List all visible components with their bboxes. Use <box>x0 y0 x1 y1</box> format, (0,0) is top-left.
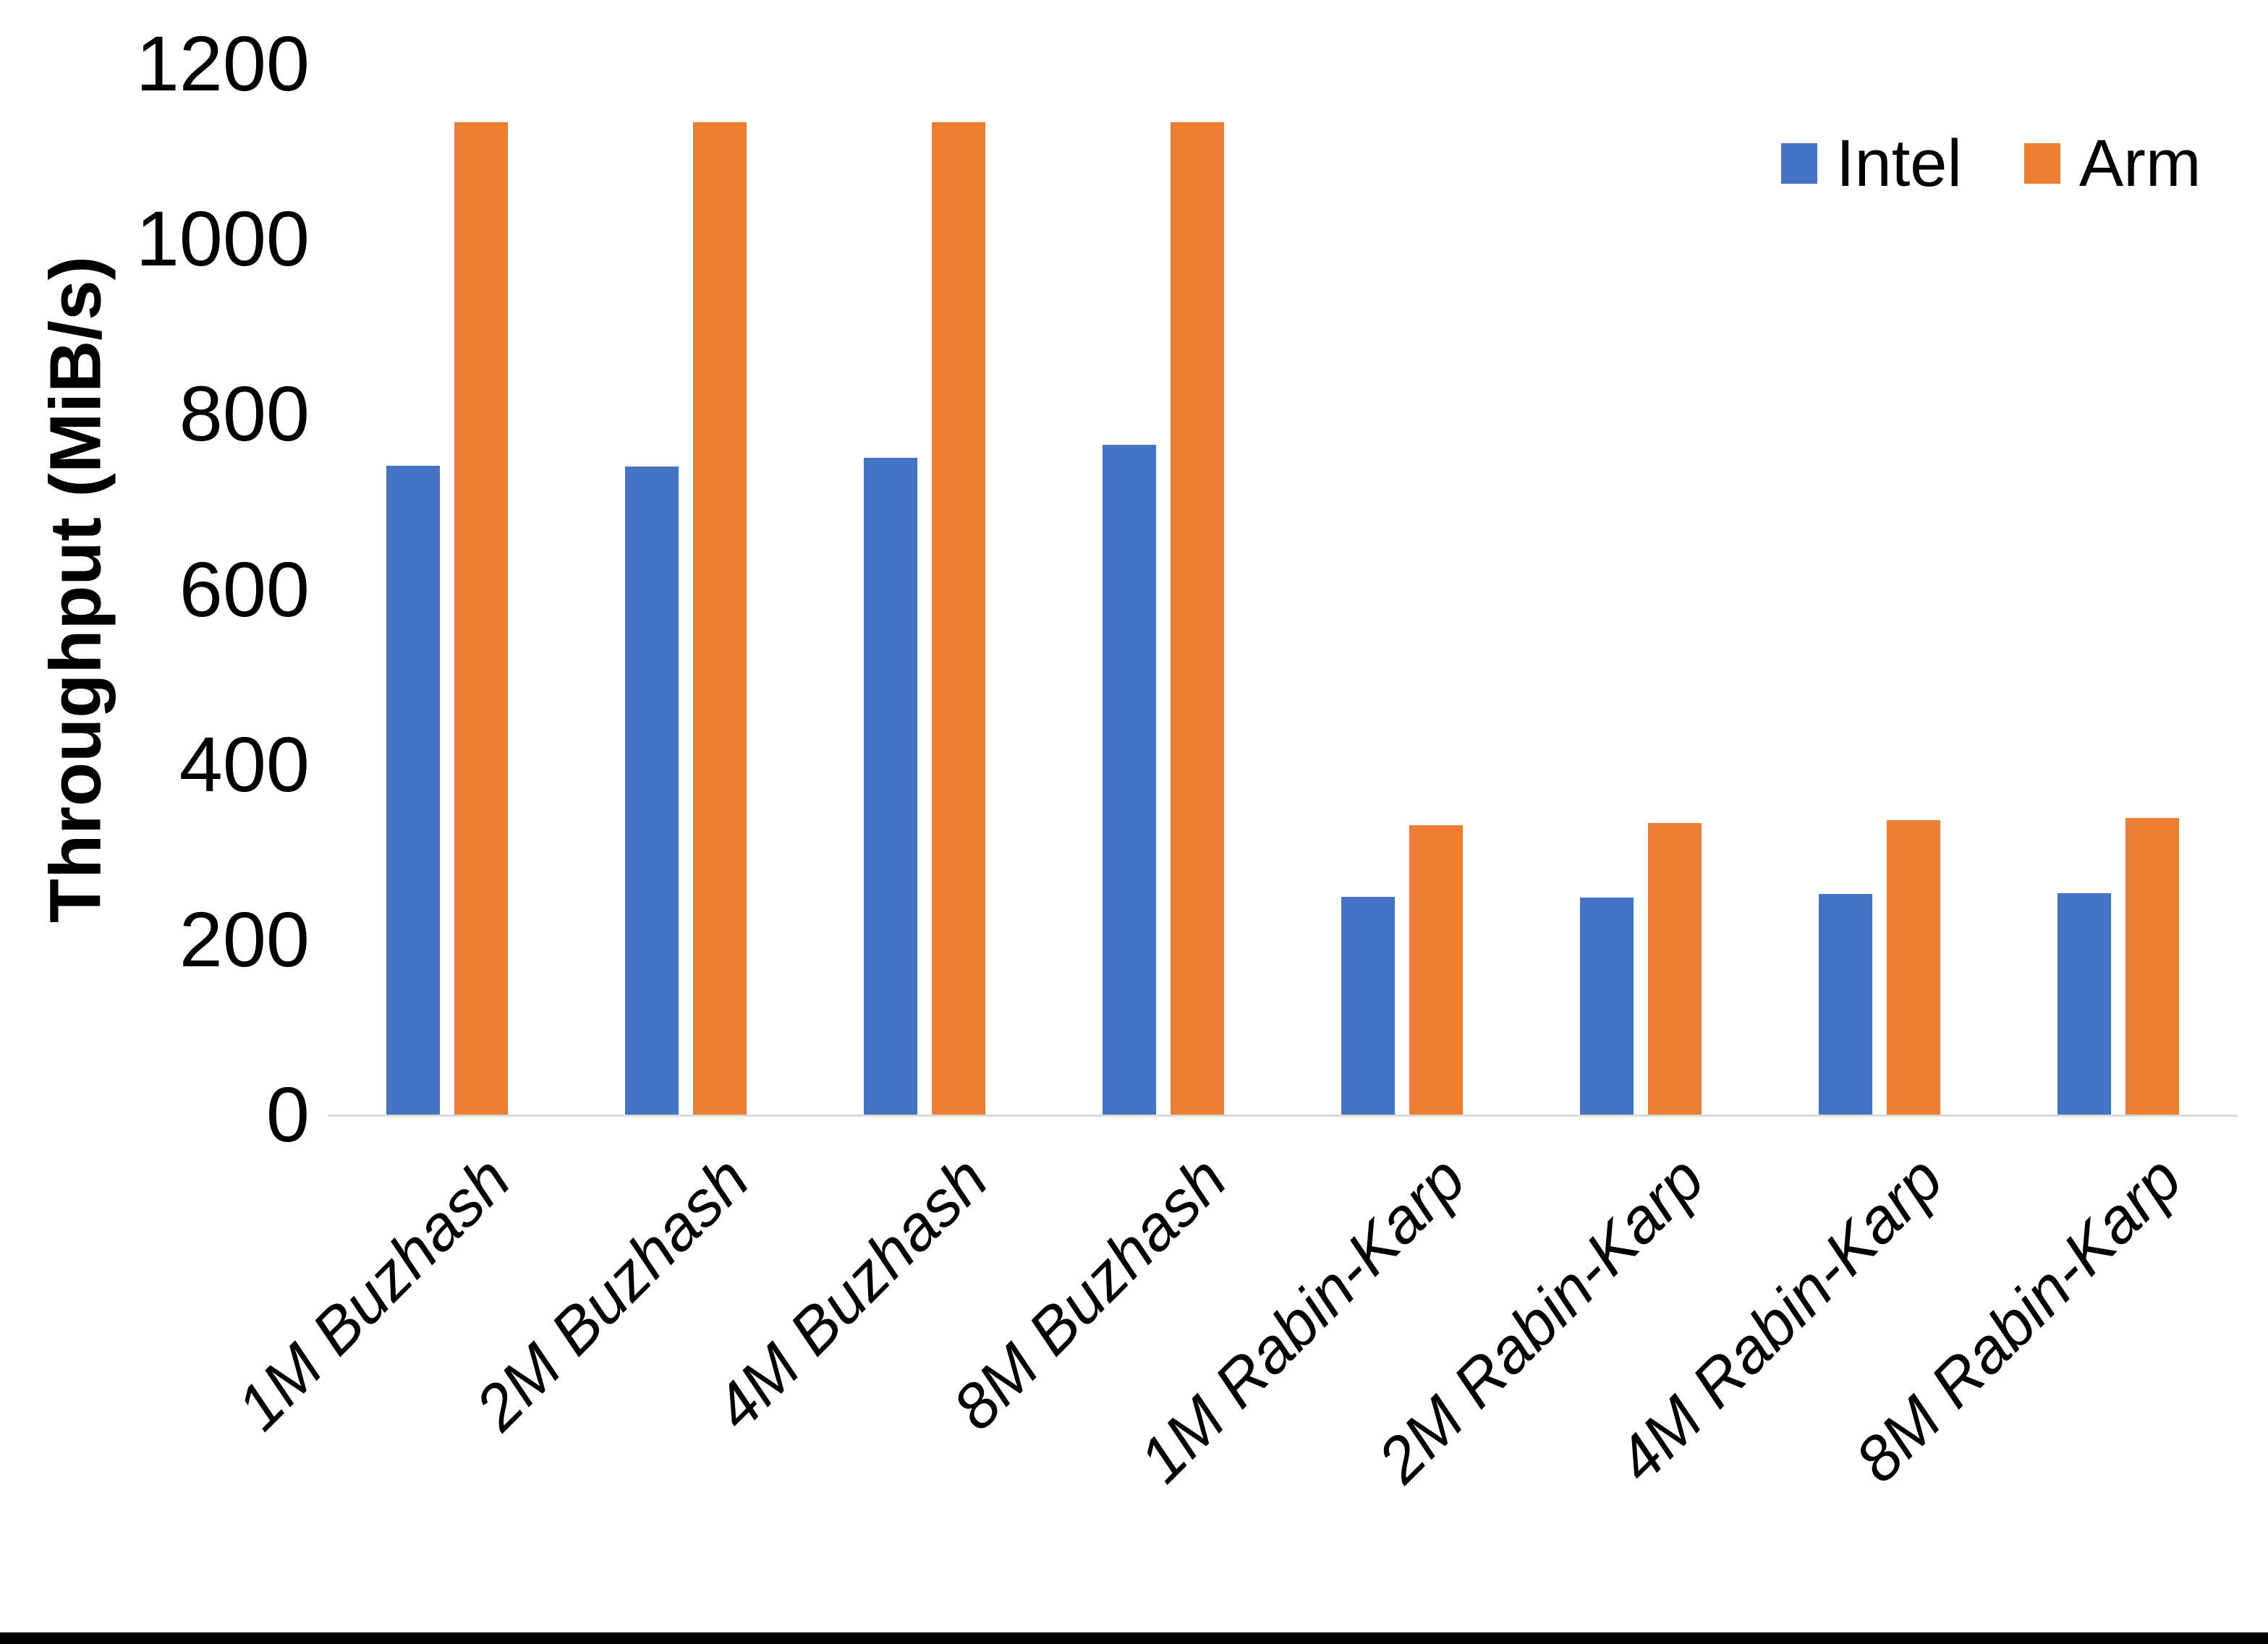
x-category-label-8m-buzhash: 8M Buzhash <box>938 1142 1240 1444</box>
y-tick-label-1000: 1000 <box>135 195 310 283</box>
bar-intel-1m-buzhash <box>386 465 440 1115</box>
x-category-label-4m-buzhash: 4M Buzhash <box>700 1142 1001 1444</box>
bottom-border <box>0 1632 2268 1644</box>
legend: Intel Arm <box>1781 130 2201 197</box>
bar-arm-8m-buzhash <box>1171 122 1224 1115</box>
y-tick-label-600: 600 <box>179 545 310 633</box>
x-category-label-1m-rabin-karp: 1M Rabin-Karp <box>1125 1142 1479 1496</box>
y-tick-label-200: 200 <box>179 895 310 983</box>
x-category-label-8m-rabin-karp: 8M Rabin-Karp <box>1841 1142 2195 1496</box>
y-tick-label-800: 800 <box>179 370 310 458</box>
legend-item-arm: Arm <box>2023 127 2201 200</box>
legend-label-intel: Intel <box>1836 127 1962 200</box>
bar-arm-4m-buzhash <box>932 122 985 1115</box>
arm-series-swatch <box>2023 143 2060 184</box>
bar-intel-4m-rabin-karp <box>1819 893 1872 1115</box>
bar-arm-2m-rabin-karp <box>1648 822 1702 1115</box>
x-category-label-1m-buzhash: 1M Buzhash <box>222 1142 524 1444</box>
bar-intel-4m-buzhash <box>864 457 917 1115</box>
legend-label-arm: Arm <box>2078 127 2201 200</box>
y-tick-label-0: 0 <box>266 1070 310 1158</box>
bar-arm-4m-rabin-karp <box>1887 820 1940 1115</box>
x-category-label-4m-rabin-karp: 4M Rabin-Karp <box>1602 1142 1956 1496</box>
x-category-label-2m-rabin-karp: 2M Rabin-Karp <box>1364 1142 1717 1496</box>
bar-intel-8m-rabin-karp <box>2057 893 2111 1115</box>
bar-arm-8m-rabin-karp <box>2125 817 2179 1115</box>
bar-intel-2m-rabin-karp <box>1580 897 1634 1115</box>
x-axis-line <box>328 1115 2238 1117</box>
bar-arm-1m-buzhash <box>454 122 508 1115</box>
bar-arm-2m-buzhash <box>693 122 747 1115</box>
intel-series-swatch <box>1781 143 1817 184</box>
bar-intel-1m-rabin-karp <box>1341 896 1395 1115</box>
bar-intel-8m-buzhash <box>1103 444 1156 1115</box>
y-tick-label-1200: 1200 <box>135 20 310 107</box>
x-category-label-2m-buzhash: 2M Buzhash <box>461 1142 763 1444</box>
legend-item-intel: Intel <box>1781 130 1962 197</box>
y-tick-label-400: 400 <box>179 720 310 808</box>
bar-arm-1m-rabin-karp <box>1409 825 1463 1115</box>
bar-intel-2m-buzhash <box>625 466 679 1115</box>
